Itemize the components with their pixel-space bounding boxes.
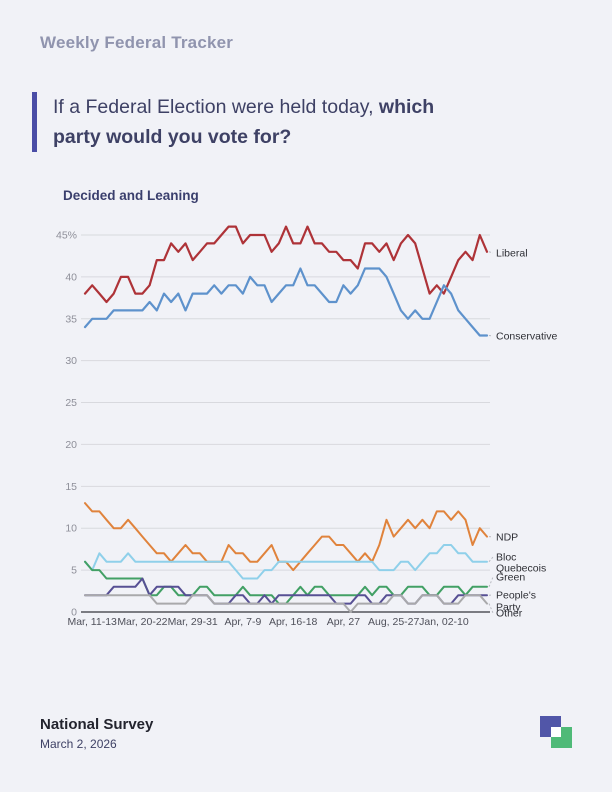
svg-text:NDP: NDP [496,532,518,544]
svg-text:Apr, 27: Apr, 27 [327,616,360,628]
svg-text:Bloc: Bloc [496,552,516,564]
svg-text:40: 40 [65,271,77,283]
svg-text:Green: Green [496,572,525,584]
series-labels: Liberal Conservative NDP BlocQuebecoisGreen… [488,248,557,620]
chart-subtitle: Decided and Leaning [63,188,199,203]
svg-text:Conservative: Conservative [496,331,557,343]
svg-text:Mar, 11-13: Mar, 11-13 [67,616,117,628]
footer-date: March 2, 2026 [40,737,117,751]
svg-text:5: 5 [71,565,77,577]
logo-white-notch [551,727,561,737]
headline-question: If a Federal Election were held today, w… [53,92,531,152]
x-axis-labels: Mar, 11-13 Mar, 20-22 Mar, 29-31 Apr, 7-9 Ap… [67,616,468,628]
svg-text:Mar, 29-31: Mar, 29-31 [168,616,218,628]
svg-text:25: 25 [65,397,77,409]
svg-text:Jan, 02-10: Jan, 02-10 [419,616,469,628]
footer-survey-label: National Survey [40,716,154,733]
series-line-conservative [83,267,489,337]
svg-text:0: 0 [71,606,77,618]
headline-lead: If a Federal Election were held today, [53,96,379,118]
brand-logo [540,716,572,748]
svg-text:Party: Party [496,602,521,614]
svg-text:Apr, 7-9: Apr, 7-9 [225,616,262,628]
headline-block: If a Federal Election were held today, w… [32,92,531,152]
svg-text:Other: Other [496,608,523,620]
svg-text:45%: 45% [56,230,77,242]
headline-bold-line1: which [378,96,435,118]
y-axis-labels: 45% 40 35 30 25 20 15 10 5 0 [56,230,77,619]
series-line-bloc-quebecois [84,544,488,580]
series-line-other [84,594,488,613]
series-line-liberal [83,225,489,304]
page-title: Weekly Federal Tracker [40,33,234,52]
svg-text:Quebecois: Quebecois [496,563,546,575]
series-line-green [84,560,488,605]
svg-text:Aug, 25-27: Aug, 25-27 [368,616,420,628]
svg-text:10: 10 [65,523,77,535]
headline-bold-line2: party would you vote for? [53,126,292,148]
svg-text:35: 35 [65,313,77,325]
series-line-ndp [84,502,488,572]
svg-text:Apr, 16-18: Apr, 16-18 [269,616,318,628]
svg-text:15: 15 [65,481,77,493]
svg-text:Liberal: Liberal [496,248,528,260]
grid-lines [81,234,490,613]
accent-bar [32,92,37,152]
svg-text:Mar, 20-22: Mar, 20-22 [117,616,167,628]
svg-text:20: 20 [65,439,77,451]
svg-text:People's: People's [496,590,536,602]
svg-text:30: 30 [65,355,77,367]
